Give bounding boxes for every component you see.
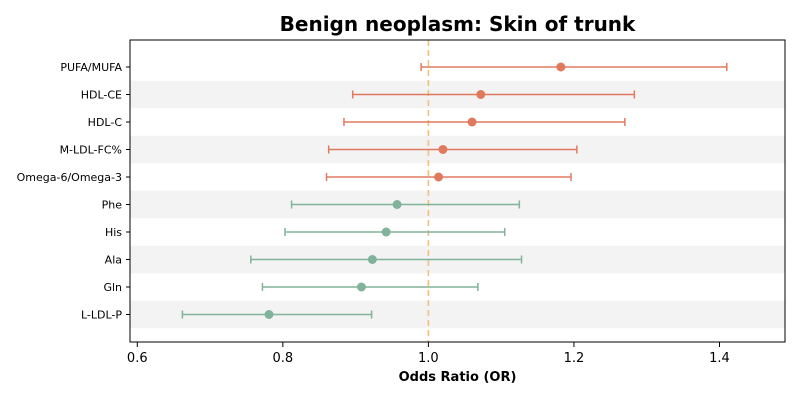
- x-axis-ticks: 0.6 0.8 1.0 1.2 1.4: [127, 342, 730, 366]
- odds-ratio-point: [264, 310, 274, 319]
- y-tick-label: PUFA/MUFA: [60, 61, 122, 74]
- series-marks: [181, 62, 728, 319]
- x-axis-label: Odds Ratio (OR): [399, 370, 517, 385]
- y-axis-ticks: PUFA/MUFA HDL-CE HDL-C M-LDL-FC% Omega-6/Ome…: [17, 61, 130, 322]
- odds-ratio-point: [476, 90, 486, 99]
- odds-ratio-point: [356, 282, 366, 292]
- x-tick-label: 1.4: [709, 351, 730, 366]
- y-tick-label: HDL-C: [88, 116, 123, 129]
- y-tick-label: Omega-6/Omega-3: [17, 171, 122, 184]
- y-tick-label: Ala: [105, 254, 122, 267]
- y-tick-label: Phe: [102, 199, 123, 212]
- odds-ratio-point: [367, 255, 377, 264]
- x-tick-label: 0.6: [127, 351, 148, 366]
- x-tick-label: 1.0: [418, 351, 439, 366]
- y-tick-label: M-LDL-FC%: [60, 144, 122, 157]
- odds-ratio-point: [467, 117, 477, 127]
- odds-ratio-point: [434, 172, 444, 182]
- odds-ratio-point: [438, 145, 448, 154]
- y-tick-label: Gln: [103, 281, 122, 294]
- y-tick-label: HDL-CE: [81, 89, 122, 102]
- y-tick-label: L-LDL-P: [81, 309, 122, 322]
- x-tick-label: 1.2: [564, 351, 585, 366]
- odds-ratio-point: [381, 227, 391, 237]
- chart-title: Benign neoplasm: Skin of trunk: [280, 12, 636, 36]
- odds-ratio-point: [392, 200, 402, 209]
- x-tick-label: 0.8: [272, 351, 293, 366]
- plot-frame: [129, 39, 786, 343]
- y-tick-label: His: [105, 226, 122, 239]
- odds-ratio-point: [556, 62, 566, 72]
